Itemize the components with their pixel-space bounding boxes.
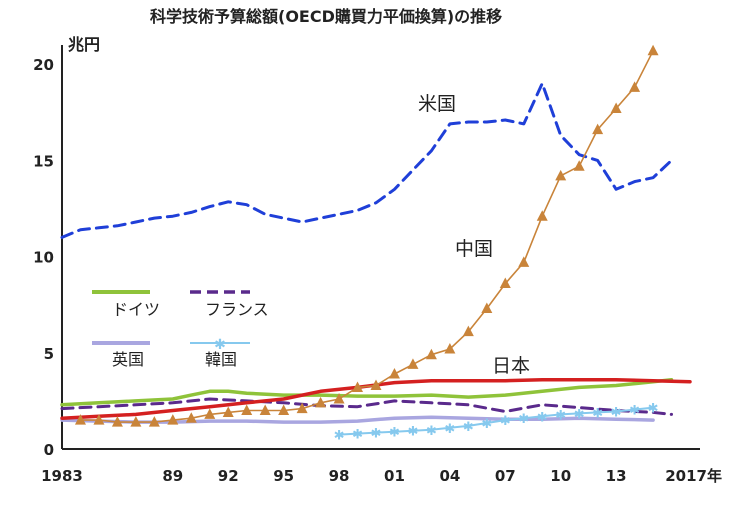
data-point [370, 379, 382, 391]
data-point: ✱ [463, 420, 474, 435]
x-tick-labels: 1983 89 92 95 98 01 04 07 10 13 2017年 [41, 467, 722, 485]
y-axis-unit: 兆円 [68, 35, 100, 54]
data-point: ✱ [481, 417, 492, 432]
data-point [241, 404, 253, 416]
data-point [481, 302, 493, 314]
data-point: ✱ [518, 412, 529, 427]
series-layer: ✱ ✱ ✱ ✱ ✱ ✱ ✱ ✱ ✱ ✱ ✱ ✱ ✱ ✱ ✱ ✱ ✱ ✱ [60, 44, 692, 444]
data-point [130, 416, 142, 427]
y-tick-label: 5 [44, 345, 54, 363]
x-tick-label: 92 [218, 467, 239, 485]
data-point [647, 44, 659, 56]
data-point [222, 406, 234, 417]
data-point: ✱ [592, 406, 603, 421]
data-point: ✱ [334, 429, 345, 444]
data-point: ✱ [574, 407, 585, 422]
legend-label-korea: 韓国 [205, 350, 237, 369]
data-point [407, 358, 419, 369]
x-tick-label: 2017年 [665, 467, 722, 485]
x-tick-label: 07 [495, 467, 516, 485]
x-tick-label: 89 [162, 467, 183, 485]
x-tick-label: 98 [329, 467, 350, 485]
data-point [536, 210, 548, 221]
data-point [499, 277, 511, 289]
data-point: ✱ [611, 405, 622, 420]
data-point: ✱ [629, 404, 640, 419]
y-tick-label: 15 [33, 152, 54, 170]
y-tick-label: 20 [33, 56, 54, 74]
y-tick-labels: 0 5 10 15 20 [33, 56, 54, 459]
data-point: ✱ [389, 426, 400, 441]
x-tick-label: 04 [439, 467, 460, 485]
label-japan: 日本 [492, 355, 530, 377]
legend-label-germany: ドイツ [112, 300, 160, 319]
x-tick-label: 01 [384, 467, 405, 485]
data-point [518, 256, 530, 267]
series-line [60, 82, 673, 239]
data-point [259, 404, 271, 416]
data-point: ✱ [555, 408, 566, 423]
chart-title: 科学技術予算総額(OECD購買力平価換算)の推移 [150, 7, 502, 26]
data-point [204, 408, 216, 419]
label-china: 中国 [455, 238, 493, 260]
x-tick-label: 1983 [41, 467, 83, 485]
data-point [629, 81, 641, 92]
y-tick-label: 0 [44, 441, 54, 459]
data-point [296, 402, 308, 414]
x-tick-label: 13 [606, 467, 627, 485]
data-point [74, 414, 86, 425]
y-tick-label: 10 [33, 249, 54, 267]
data-point [352, 381, 364, 392]
data-point: ✱ [444, 422, 455, 437]
data-point: ✱ [426, 424, 437, 439]
series-line [60, 377, 674, 407]
data-point [444, 342, 456, 354]
data-point [573, 160, 585, 171]
data-point [315, 396, 327, 408]
data-point [462, 325, 474, 337]
data-point [610, 102, 622, 113]
data-point [388, 367, 400, 379]
data-point: ✱ [537, 410, 548, 425]
data-point [93, 414, 105, 425]
data-point [333, 392, 345, 404]
legend-marker-korea: ✱ [214, 337, 226, 353]
legend: ドイツ フランス 英国 ✱ 韓国 [92, 290, 269, 369]
data-point: ✱ [371, 427, 382, 442]
data-point [592, 123, 604, 135]
data-point: ✱ [407, 425, 418, 440]
data-point: ✱ [500, 414, 511, 429]
x-tick-label: 10 [550, 467, 571, 485]
data-point [167, 414, 179, 425]
data-point [425, 348, 437, 360]
data-point [111, 416, 123, 427]
data-point: ✱ [648, 402, 659, 417]
legend-label-france: フランス [205, 300, 269, 319]
series-line [338, 406, 655, 436]
data-point [278, 404, 290, 416]
data-point [555, 169, 567, 181]
data-point [148, 416, 160, 427]
series-line [79, 49, 654, 423]
label-usa: 米国 [418, 93, 456, 115]
legend-label-uk: 英国 [112, 350, 144, 369]
data-point [185, 412, 197, 423]
x-tick-label: 95 [273, 467, 294, 485]
data-point: ✱ [352, 428, 363, 443]
series-line [60, 397, 673, 416]
